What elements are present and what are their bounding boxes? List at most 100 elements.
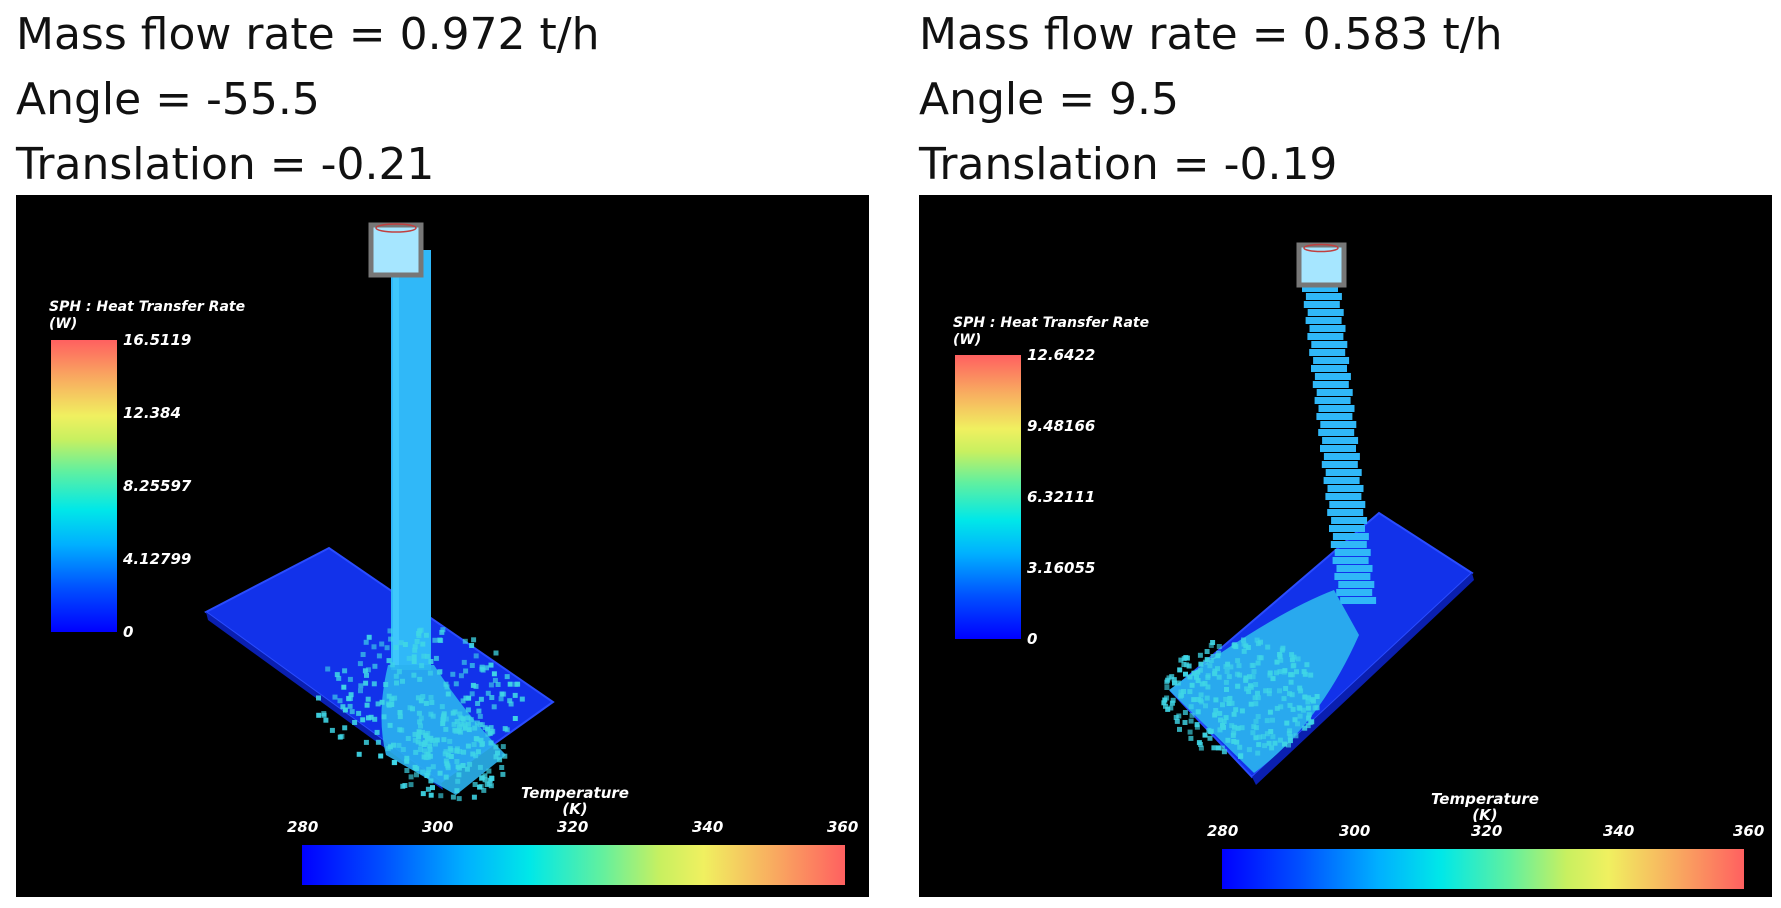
particle	[1295, 656, 1301, 662]
particle	[1274, 659, 1280, 665]
particle	[1204, 649, 1210, 654]
particle	[1250, 674, 1256, 680]
scattered-particles	[316, 627, 525, 802]
particle	[1304, 662, 1310, 668]
particle	[426, 766, 432, 772]
angle-label: Angle = 9.5	[919, 74, 1180, 125]
particle	[360, 652, 366, 657]
particle	[337, 734, 343, 740]
particle	[1272, 740, 1278, 746]
particle	[424, 653, 430, 659]
horizontal-tick: 360	[1733, 822, 1765, 840]
particle	[433, 741, 438, 747]
particle	[397, 714, 403, 720]
particle	[1199, 699, 1205, 705]
particle	[1253, 701, 1259, 707]
particle	[323, 717, 329, 723]
particle	[457, 749, 463, 754]
particle	[1236, 663, 1242, 669]
stream-segment	[1312, 381, 1349, 388]
particle	[1208, 729, 1214, 735]
particle	[1297, 713, 1303, 719]
particle	[1289, 692, 1295, 698]
particle	[1255, 750, 1261, 756]
particle	[1274, 705, 1280, 711]
particle	[389, 696, 395, 702]
particle	[357, 661, 363, 667]
particle	[1177, 667, 1183, 673]
particle	[1164, 685, 1170, 690]
particle	[470, 682, 476, 688]
particle	[1182, 710, 1188, 715]
particle	[1184, 662, 1190, 668]
particle	[418, 747, 423, 752]
particle	[1295, 721, 1300, 727]
particle	[1172, 680, 1177, 686]
particle	[332, 694, 338, 700]
stream-segment	[1313, 357, 1350, 364]
stream-segment	[1316, 413, 1353, 420]
particle	[1305, 699, 1311, 705]
particle	[1314, 705, 1320, 711]
particle	[1234, 739, 1240, 745]
particle	[1210, 654, 1216, 659]
particle	[1253, 725, 1259, 731]
particle	[381, 714, 387, 720]
particle	[1277, 653, 1283, 659]
particle	[428, 735, 434, 741]
particle	[1264, 718, 1270, 724]
particle	[501, 691, 507, 697]
render-viewport[interactable]: SPH : Heat Transfer Rate (W) 16.5119 12.…	[16, 195, 869, 897]
particle	[502, 753, 508, 759]
vertical-tick: 3.16055	[1027, 559, 1096, 577]
particle	[407, 705, 413, 711]
particle	[411, 672, 417, 678]
particle	[417, 628, 423, 634]
particle	[1268, 729, 1274, 734]
particle	[458, 673, 464, 679]
particle	[1305, 705, 1311, 711]
particle	[473, 653, 479, 659]
vertical-tick: 0	[123, 623, 134, 641]
mass-flow-rate-label: Mass flow rate = 0.972 t/h	[16, 9, 600, 60]
scattered-particles	[1161, 637, 1320, 759]
particle	[484, 665, 489, 671]
particle	[1215, 653, 1221, 659]
particle	[1250, 730, 1256, 736]
particle	[342, 725, 348, 731]
particle	[495, 750, 500, 756]
particle	[1229, 723, 1235, 729]
particle	[1287, 691, 1292, 697]
particle	[425, 786, 431, 792]
particle	[1278, 704, 1284, 710]
particle	[420, 641, 426, 647]
particle	[400, 783, 406, 789]
particle	[487, 730, 493, 736]
particle	[439, 704, 445, 710]
particle	[1235, 683, 1241, 689]
particle	[420, 694, 426, 700]
particle	[1248, 701, 1254, 707]
render-viewport[interactable]: SPH : Heat Transfer Rate (W) 12.6422 9.4…	[919, 195, 1772, 897]
particle	[387, 744, 393, 750]
particle	[1231, 730, 1237, 736]
particle	[485, 726, 491, 732]
particle	[443, 758, 449, 764]
particle	[412, 647, 418, 653]
horizontal-tick: 280	[287, 818, 319, 836]
particle	[1237, 744, 1243, 750]
particle	[504, 727, 510, 733]
particle	[1241, 637, 1246, 643]
particle	[1281, 696, 1287, 702]
stream-segment	[1314, 373, 1351, 380]
vertical-legend-title-line2: (W)	[953, 332, 982, 348]
particle	[416, 734, 422, 740]
particle	[462, 638, 468, 644]
particle	[1253, 682, 1259, 687]
particle	[488, 783, 494, 789]
particle	[469, 643, 475, 648]
particle-spread	[1169, 590, 1359, 773]
particle	[416, 729, 422, 735]
angle-label: Angle = -55.5	[16, 74, 320, 125]
particle	[507, 698, 513, 704]
